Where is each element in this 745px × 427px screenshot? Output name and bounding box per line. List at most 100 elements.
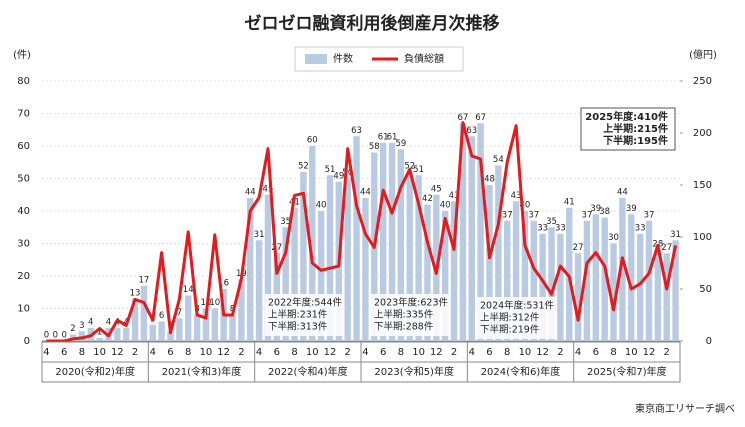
value-label: 27 (661, 243, 672, 253)
x-tick-label: 8 (185, 347, 191, 358)
bar (78, 331, 86, 341)
value-label: 63 (351, 126, 362, 136)
bar (504, 220, 511, 341)
annotation: 上半期:312件 (480, 312, 540, 324)
value-label: 63 (466, 126, 477, 136)
y-tick-label: 50 (17, 174, 30, 185)
chart-title: ゼロゼロ融資利用後倒産月次推移 (245, 13, 500, 34)
bar (415, 175, 422, 341)
x-tick-label: 12 (324, 347, 337, 358)
x-tick-label: 6 (593, 347, 599, 358)
bar (521, 211, 529, 341)
bar (619, 198, 626, 341)
value-label: 1 (97, 327, 102, 337)
value-label: 52 (298, 162, 309, 172)
legend-label: 負債総額 (404, 52, 444, 65)
x-tick-label: 2 (451, 347, 457, 358)
value-label: 41 (564, 197, 575, 207)
x-tick-label: 4 (43, 347, 49, 358)
y-tick-label: 60 (17, 141, 30, 152)
value-label: 44 (360, 188, 371, 198)
value-label: 6 (159, 311, 164, 321)
bar (309, 146, 316, 341)
value-label: 37 (502, 210, 513, 220)
y2-tick-label: 150 (693, 180, 712, 191)
x-tick-label: 10 (306, 347, 319, 358)
value-label: 37 (644, 210, 655, 220)
value-label: 4 (106, 318, 111, 328)
value-label: 60 (307, 136, 318, 146)
value-label: 2 (70, 324, 75, 334)
x-tick-label: 4 (362, 347, 368, 358)
bar (424, 204, 431, 341)
x-tick-label: 10 (519, 347, 532, 358)
bar (291, 207, 298, 341)
bar (397, 149, 405, 341)
value-label: 42 (422, 194, 433, 204)
bar (149, 324, 156, 341)
value-label: 61 (387, 132, 398, 142)
value-label: 39 (626, 204, 637, 214)
y-tick-label: 70 (17, 109, 30, 120)
value-label: 31 (670, 230, 681, 240)
bar (167, 331, 174, 341)
bar (185, 295, 192, 341)
annotation-box (477, 297, 555, 339)
value-label: 52 (404, 162, 415, 172)
value-label: 33 (537, 223, 548, 233)
bar (636, 233, 644, 341)
value-label: 27 (573, 243, 584, 253)
x-tick-label: 10 (93, 347, 106, 358)
annotation: 2024年度:531件 (480, 300, 555, 312)
value-label: 44 (617, 188, 628, 198)
year-label: 2023(令和5)年度 (374, 365, 454, 378)
value-label: 7 (177, 308, 182, 318)
y-tick-label: 10 (17, 304, 30, 315)
annotation: 下半期:195件 (603, 134, 668, 147)
legend-label: 件数 (333, 52, 353, 65)
y2-axis-label: (億円) (689, 48, 717, 61)
value-label: 10 (209, 298, 220, 308)
bar (158, 321, 165, 341)
bar (202, 308, 210, 341)
legend-swatch (305, 54, 327, 64)
bar (388, 142, 396, 341)
value-label: 45 (263, 184, 274, 194)
bar (406, 172, 413, 341)
x-tick-label: 10 (412, 347, 425, 358)
bar (114, 328, 121, 341)
value-label: 43 (511, 191, 522, 201)
x-tick-label: 2 (557, 347, 563, 358)
bar (176, 318, 183, 341)
bar (317, 211, 325, 341)
bar (255, 240, 263, 341)
value-label: 40 (520, 201, 531, 211)
y-tick-label: 80 (17, 76, 30, 87)
year-label: 2021(令和3)年度 (162, 365, 242, 378)
x-tick-label: 6 (486, 347, 492, 358)
bar (548, 227, 555, 341)
x-tick-label: 6 (61, 347, 67, 358)
x-tick-label: 4 (256, 347, 262, 358)
annotation: 2022年度:544件 (268, 297, 343, 309)
x-tick-label: 4 (150, 347, 156, 358)
value-label: 44 (245, 188, 256, 198)
annotation: 2025年度:410件 (585, 110, 668, 123)
x-tick-label: 8 (610, 347, 616, 358)
value-label: 51 (413, 165, 424, 175)
bar (574, 253, 582, 341)
value-label: 58 (369, 142, 380, 152)
annotation-box (580, 107, 676, 151)
x-tick-label: 12 (430, 347, 443, 358)
bar (282, 227, 289, 341)
value-label: 48 (484, 175, 495, 185)
value-label: 39 (590, 204, 601, 214)
bar (247, 198, 254, 341)
value-label: 30 (608, 233, 619, 243)
x-tick-label: 6 (167, 347, 173, 358)
value-label: 51 (325, 165, 336, 175)
value-label: 33 (635, 223, 646, 233)
annotation-box (371, 294, 449, 336)
x-tick-label: 4 (469, 347, 475, 358)
